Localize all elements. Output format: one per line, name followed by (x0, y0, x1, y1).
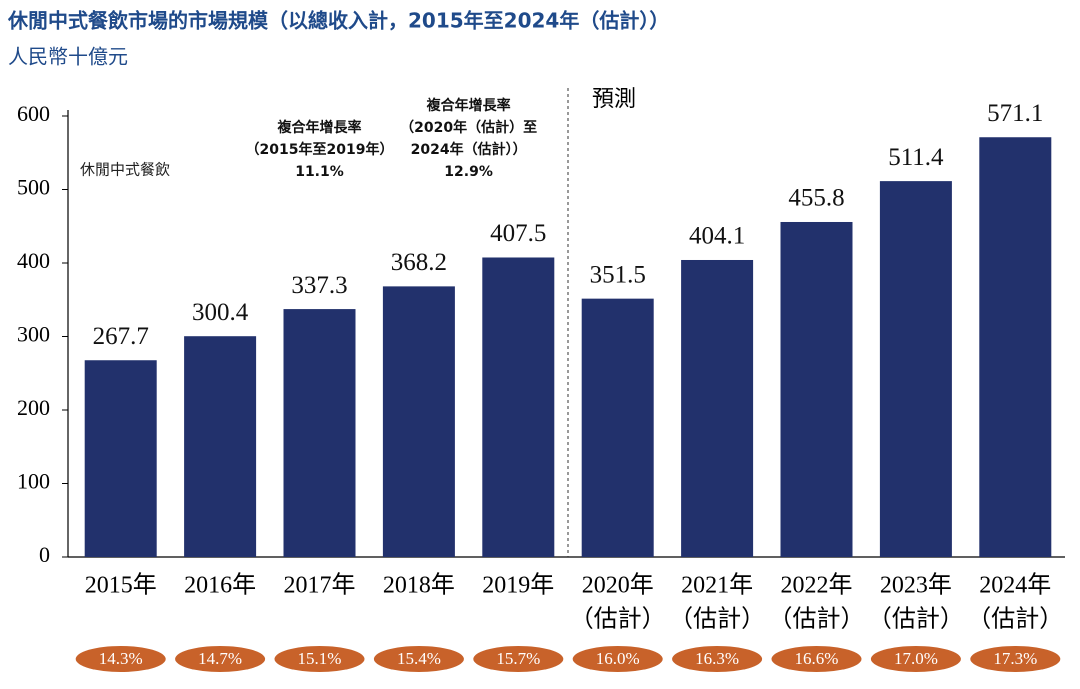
growth-label: 14.7% (198, 649, 242, 668)
series-label: 休閒中式餐飲 (80, 161, 170, 179)
x-tick-label: （估計） (570, 606, 666, 633)
forecast-label: 預測 (592, 87, 636, 112)
bar (581, 298, 654, 557)
y-tick-label: 500 (17, 175, 50, 200)
chart-subtitle: 人民幣十億元 (8, 45, 128, 69)
x-tick-label: 2022年 (781, 572, 853, 599)
growth-badge (373, 646, 464, 672)
value-label: 511.4 (888, 144, 944, 171)
growth-badge (870, 646, 961, 672)
bar (283, 309, 356, 557)
bar (382, 286, 455, 557)
growth-badge (274, 646, 365, 672)
growth-badge (970, 646, 1061, 672)
bar (84, 360, 157, 557)
value-label: 368.2 (391, 249, 447, 276)
value-label: 267.7 (93, 323, 149, 350)
bar (482, 257, 555, 557)
bar (979, 137, 1052, 557)
x-tick-label: （估計） (769, 606, 865, 633)
growth-label: 17.3% (993, 649, 1037, 668)
growth-label: 15.7% (496, 649, 540, 668)
bar (681, 259, 754, 557)
x-tick-label: 2024年 (979, 572, 1051, 599)
growth-label: 14.3% (99, 649, 143, 668)
value-label: 407.5 (490, 220, 546, 247)
growth-badge (75, 646, 166, 672)
growth-badge (672, 646, 763, 672)
growth-badge (175, 646, 266, 672)
x-tick-label: 2016年 (184, 572, 256, 599)
growth-label: 17.0% (894, 649, 938, 668)
x-tick-label: （估計） (868, 606, 964, 633)
growth-label: 16.3% (695, 649, 739, 668)
x-tick-label: （估計） (669, 606, 765, 633)
value-label: 455.8 (788, 185, 844, 212)
y-tick-label: 400 (17, 248, 50, 273)
cagr-annotation: 複合年增長率 (277, 119, 362, 136)
growth-badge (572, 646, 663, 672)
growth-label: 16.6% (795, 649, 839, 668)
cagr-annotation: 複合年增長率 (426, 97, 511, 114)
x-tick-label: 2018年 (383, 572, 455, 599)
x-tick-label: 2019年 (482, 572, 554, 599)
cagr-annotation: 11.1% (295, 164, 344, 180)
value-label: 351.5 (590, 261, 646, 288)
y-tick-label: 300 (17, 322, 50, 347)
y-tick-label: 0 (39, 542, 50, 567)
cagr-annotation: 12.9% (444, 164, 493, 180)
x-tick-label: 2017年 (284, 572, 356, 599)
value-label: 300.4 (192, 299, 249, 326)
y-tick-label: 100 (17, 469, 50, 494)
cagr-annotation: （2015年至2019年） (246, 141, 394, 158)
chart-title: 休閒中式餐飲市場的市場規模（以總收入計，2015年至2024年（估計）） (7, 9, 669, 33)
y-tick-label: 200 (17, 395, 50, 420)
y-tick-label: 600 (17, 101, 50, 126)
x-tick-label: 2015年 (85, 572, 157, 599)
value-label: 337.3 (291, 272, 347, 299)
bar (780, 221, 853, 557)
growth-badge (771, 646, 862, 672)
x-tick-label: 2020年 (582, 572, 654, 599)
growth-label: 15.1% (298, 649, 342, 668)
value-label: 404.1 (689, 223, 745, 250)
value-label: 571.1 (987, 100, 1043, 127)
x-tick-label: （估計） (967, 606, 1063, 633)
x-tick-label: 2021年 (681, 572, 753, 599)
growth-label: 15.4% (397, 649, 441, 668)
cagr-annotation: 2024年（估計）） (411, 141, 527, 158)
x-tick-label: 2023年 (880, 572, 952, 599)
growth-label: 16.0% (596, 649, 640, 668)
bar (184, 336, 257, 557)
bar (879, 181, 952, 557)
growth-badge (473, 646, 564, 672)
cagr-annotation: （2020年（估計）至 (400, 119, 537, 136)
